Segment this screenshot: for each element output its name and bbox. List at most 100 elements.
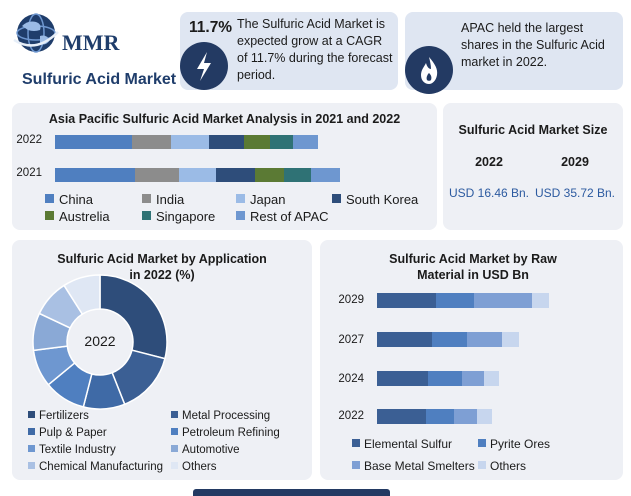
legend-china: China [45,192,93,207]
legend-swatch [28,445,35,452]
market-size-year-2029: 2029 [561,155,589,169]
bar-2021-austrelia [255,168,284,182]
bolt-icon-circle [180,42,228,90]
apac-year-2021: 2021 [16,167,42,179]
flame-icon-circle [405,46,453,94]
legend-petroleum-refining: Petroleum Refining [171,427,280,439]
market-size-title: Sulfuric Acid Market Size [458,123,608,137]
legend-automotive: Automotive [171,444,240,456]
legend-south-korea: South Korea [332,192,418,207]
bar-2024-pyrite-ores [428,371,462,386]
bar-2029-elemental-sulfur [377,293,436,308]
legend-swatch [45,194,54,203]
legend-label: Base Metal Smelters [364,459,475,473]
raw-material-chart-title: Sulfuric Acid Market by Raw Material in … [389,252,557,282]
bar-2027-base-metal-smelters [467,332,502,347]
apac-analysis-panel [12,103,437,230]
donut-slice-others [63,274,101,316]
market-size-year-2022: 2022 [475,155,503,169]
page-title: Sulfuric Acid Market [22,71,177,88]
bar-2024-base-metal-smelters [462,371,484,386]
bar-2022-elemental-sulfur [377,409,426,424]
bar-2022-japan [171,135,209,149]
bar-2022-south-korea [209,135,244,149]
bar-2021-india [135,168,179,182]
legend-swatch [332,194,341,203]
raw-year-2027: 2027 [338,334,364,346]
legend-chemical-manufacturing: Chemical Manufacturing [28,461,163,473]
raw-year-2024: 2024 [338,373,364,385]
globe-icon [13,13,59,53]
legend-swatch [171,411,178,418]
market-size-value-2029: USD 35.72 Bn. [534,186,616,200]
bar-2022-india [132,135,171,149]
bar-2022-singapore [270,135,293,149]
market-size-value-2022: USD 16.46 Bn. [448,186,530,200]
bar-2024-others [484,371,499,386]
cagr-text: The Sulfuric Acid Market is expected gro… [237,17,393,82]
bar-2027-elemental-sulfur [377,332,432,347]
bar-2027-pyrite-ores [432,332,467,347]
legend-swatch [142,194,151,203]
legend-label: Fertilizers [39,410,89,422]
flame-icon [421,57,438,84]
legend-label: Japan [250,192,286,207]
legend-label: China [59,192,93,207]
bar-2022-others [477,409,492,424]
legend-label: Rest of APAC [250,209,329,224]
raw-year-2022: 2022 [338,410,364,422]
legend-swatch [352,461,360,469]
bar-2029-others [532,293,549,308]
application-chart-title: Sulfuric Acid Market by Application in 2… [57,252,267,282]
legend-label: Austrelia [59,209,110,224]
legend-label: Singapore [156,209,216,224]
legend-swatch [171,462,178,469]
legend-austrelia: Austrelia [45,209,110,224]
bar-2027-others [502,332,519,347]
legend-swatch [28,411,35,418]
bar-2021-rest-of-apac [311,168,340,182]
footer-bar [193,489,390,496]
legend-pulp-paper: Pulp & Paper [28,427,107,439]
legend-swatch [352,439,360,447]
legend-swatch [171,428,178,435]
legend-label: Metal Processing [182,410,271,422]
legend-swatch [142,211,151,220]
legend-others-application: Others [171,461,217,473]
apac-year-2022: 2022 [16,134,42,146]
legend-textile-industry: Textile Industry [28,444,116,456]
market-size-panel [443,103,623,230]
legend-swatch [171,445,178,452]
raw-year-2029: 2029 [338,294,364,306]
legend-fertilizers: Fertilizers [28,410,89,422]
legend-swatch [28,462,35,469]
legend-india: India [142,192,184,207]
legend-elemental-sulfur: Elemental Sulfur [352,437,452,451]
application-donut-chart [32,274,168,410]
legend-label: Textile Industry [39,444,116,456]
legend-label: Pyrite Ores [490,437,551,451]
bar-2022-base-metal-smelters [454,409,477,424]
cagr-value: 11.7% [189,19,233,36]
legend-swatch [236,194,245,203]
legend-metal-processing: Metal Processing [171,410,270,422]
legend-japan: Japan [236,192,285,207]
legend-swatch [45,211,54,220]
bar-2022-rest-of-apac [293,135,318,149]
legend-rest-of-apac: Rest of APAC [236,209,329,224]
legend-label: Chemical Manufacturing [39,461,164,473]
bar-2021-singapore [284,168,311,182]
legend-label: Automotive [182,444,240,456]
logo [12,10,62,56]
legend-label: India [156,192,185,207]
legend-swatch [236,211,245,220]
lightning-icon [197,52,211,81]
logo-text: MMR [62,30,120,55]
apac-text: APAC held the largest shares in the Sulf… [461,21,605,69]
raw-material-panel [320,240,623,480]
legend-label: Elemental Sulfur [364,437,453,451]
legend-label: Petroleum Refining [182,427,280,439]
legend-label: Others [182,461,217,473]
bar-2022-pyrite-ores [426,409,454,424]
